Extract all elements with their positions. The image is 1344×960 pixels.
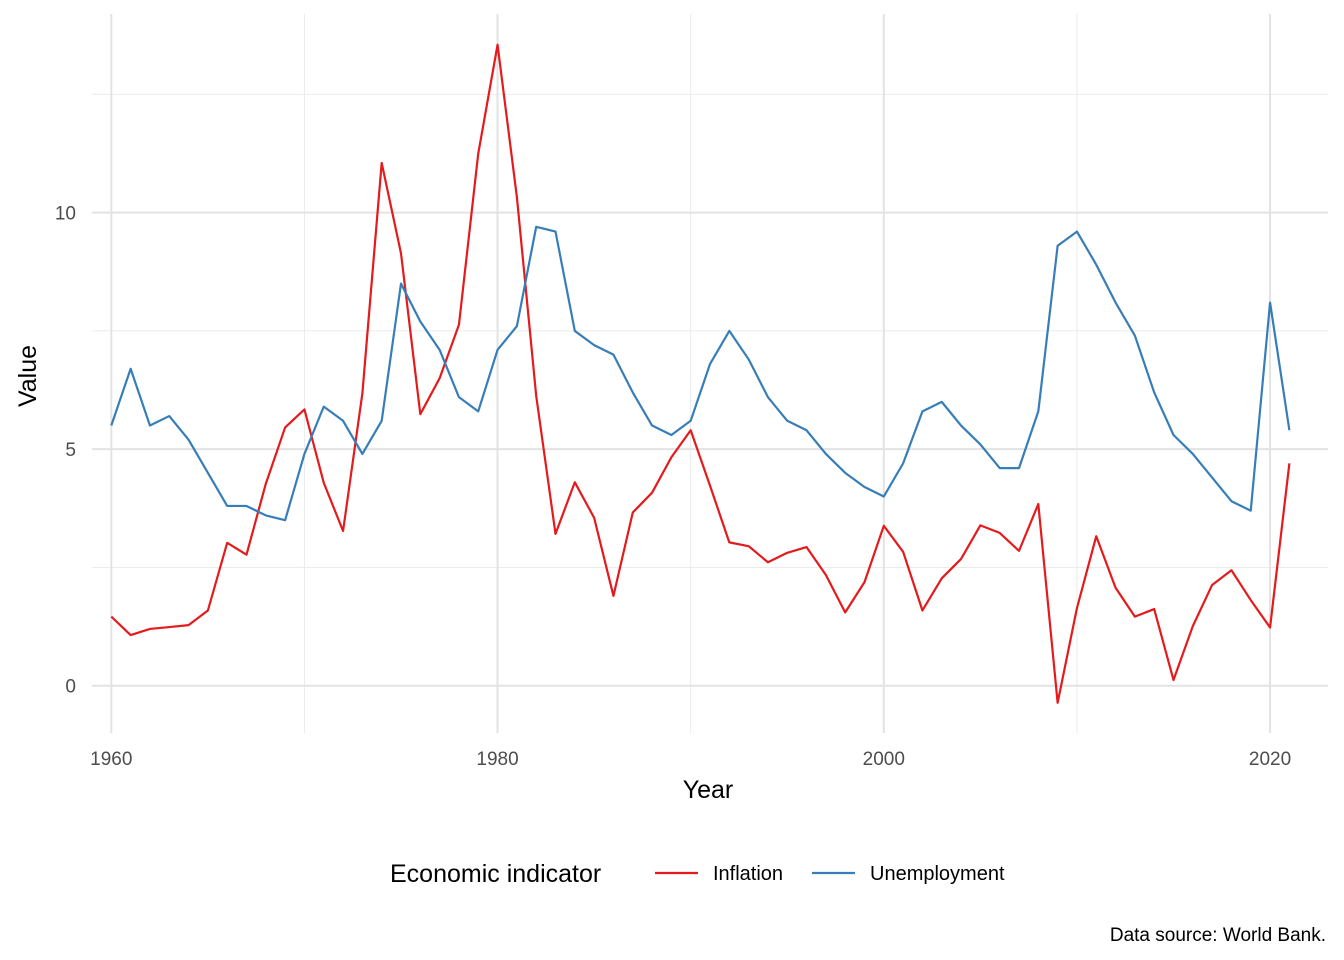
caption: Data source: World Bank. xyxy=(1110,925,1326,946)
x-tick-label: 1960 xyxy=(90,749,132,770)
x-axis-title: Year xyxy=(683,776,734,804)
y-tick-label: 10 xyxy=(55,204,76,225)
y-axis-ticks: 0 5 10 xyxy=(55,204,76,698)
series-line-unemployment xyxy=(110,225,1291,522)
legend-items: Inflation Unemployment xyxy=(655,863,1005,885)
series-layer xyxy=(110,43,1291,704)
legend-label-inflation: Inflation xyxy=(713,863,783,885)
x-tick-label: 2000 xyxy=(863,749,905,770)
major-gridlines xyxy=(92,14,1328,733)
legend-label-unemployment: Unemployment xyxy=(870,863,1005,885)
x-axis-ticks: 1960 1980 2000 2020 xyxy=(90,749,1291,770)
y-tick-label: 0 xyxy=(65,677,76,698)
legend-title: Economic indicator xyxy=(390,860,601,888)
x-tick-label: 2020 xyxy=(1249,749,1291,770)
legend: Economic indicator Inflation Unemployment xyxy=(390,860,1005,888)
y-tick-label: 5 xyxy=(65,440,76,461)
y-axis-title: Value xyxy=(14,345,42,407)
series-line-inflation xyxy=(110,43,1291,704)
minor-gridlines xyxy=(92,14,1328,733)
x-tick-label: 1980 xyxy=(476,749,518,770)
